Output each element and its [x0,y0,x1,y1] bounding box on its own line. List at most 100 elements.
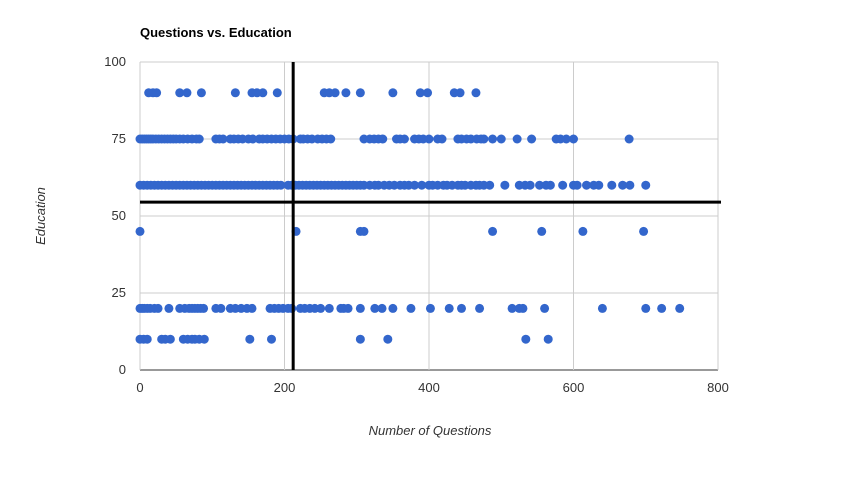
data-point [324,303,334,313]
data-point [359,226,369,236]
data-point [525,180,535,190]
chart-title: Questions vs. Education [140,25,292,40]
data-point [455,88,465,98]
data-point [135,226,145,236]
data-point [399,134,409,144]
data-point [194,134,204,144]
data-point [625,180,635,190]
data-point [675,303,685,313]
data-point [479,134,489,144]
y-tick-label: 0 [119,362,126,377]
data-point [377,303,387,313]
x-tick-label: 0 [136,380,143,395]
data-point [199,303,209,313]
data-point [543,334,553,344]
data-point [410,180,420,190]
data-point [507,303,517,313]
data-point [355,88,365,98]
data-point [415,88,425,98]
data-point [597,303,607,313]
y-tick-label: 75 [112,131,126,146]
data-point [624,134,634,144]
data-point [425,303,435,313]
data-point [388,303,398,313]
data-point [537,226,547,236]
data-point [607,180,617,190]
data-point [248,134,258,144]
data-point [639,226,649,236]
data-point [199,334,209,344]
x-tick-label: 800 [707,380,729,395]
data-point [196,88,206,98]
data-point [182,88,192,98]
data-point [276,180,286,190]
data-point [216,303,226,313]
data-point [355,334,365,344]
data-point [535,180,545,190]
data-point [165,334,175,344]
data-point [153,303,163,313]
data-point [424,134,434,144]
data-point [218,134,228,144]
x-tick-label: 600 [563,380,585,395]
data-point [512,134,522,144]
data-point [266,334,276,344]
data-point [152,88,162,98]
data-point [370,303,380,313]
data-point [488,226,498,236]
y-tick-label: 50 [112,208,126,223]
data-point [142,334,152,344]
data-point [485,180,495,190]
data-point [175,88,185,98]
data-point [521,334,531,344]
data-point [355,303,365,313]
data-point [326,134,336,144]
data-point [582,180,592,190]
x-axis-title: Number of Questions [369,423,492,438]
y-tick-label: 100 [104,54,126,69]
data-point [641,303,651,313]
data-point [545,180,555,190]
y-axis-title: Education [33,187,48,245]
data-point [388,88,398,98]
data-point [383,334,393,344]
data-point [417,180,427,190]
data-point [316,303,326,313]
data-point [272,88,282,98]
data-point [258,88,268,98]
data-points [135,88,685,344]
x-tick-label: 200 [274,380,296,395]
data-point [518,303,528,313]
data-point [475,303,485,313]
data-point [488,134,498,144]
data-point [457,303,467,313]
data-point [657,303,667,313]
gridlines [139,61,719,371]
data-point [247,303,257,313]
data-point [578,226,588,236]
data-point [378,134,388,144]
x-tick-label: 400 [418,380,440,395]
data-point [540,303,550,313]
data-point [618,180,628,190]
data-point [437,134,447,144]
data-point [423,88,433,98]
data-point [341,88,351,98]
data-point [164,303,174,313]
reference-lines [140,62,721,370]
data-point [330,88,340,98]
data-point [561,134,571,144]
data-point [444,303,454,313]
data-point [641,180,651,190]
y-tick-label: 25 [112,285,126,300]
data-point [527,134,537,144]
data-point [230,88,240,98]
tick-labels: 0 25 50 75 100 0 200 400 600 800 [104,54,729,395]
data-point [245,334,255,344]
data-point [343,303,353,313]
data-point [569,134,578,144]
data-point [496,134,506,144]
data-point [572,180,582,190]
